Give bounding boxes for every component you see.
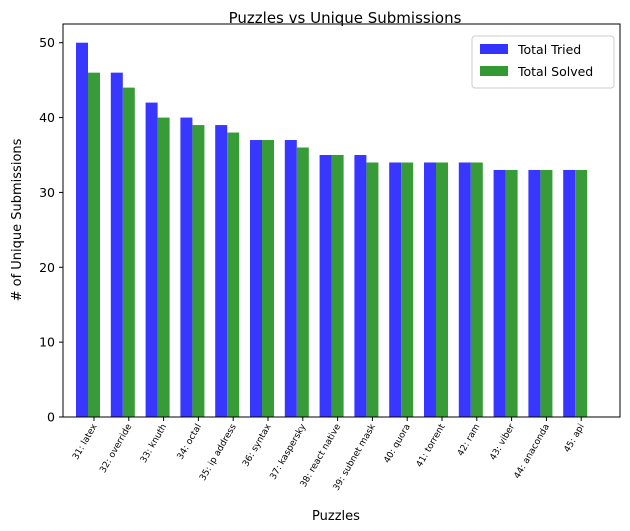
legend-label-total-solved: Total Solved: [517, 64, 593, 79]
bar-total-tried: [563, 169, 576, 417]
bar-total-solved: [436, 162, 448, 417]
x-tick-label: 42: ram: [456, 423, 482, 459]
y-tick-label: 30: [39, 185, 55, 200]
x-tick-label: 32: override: [98, 422, 134, 475]
y-axis-label: # of Unique Submissions: [10, 138, 25, 301]
bar-total-solved: [366, 162, 379, 417]
bar-total-tried: [319, 155, 332, 417]
bar-total-tried: [284, 140, 297, 417]
bar-total-tried: [76, 42, 88, 417]
y-tick-label: 0: [47, 410, 55, 425]
bar-total-tried: [354, 155, 367, 417]
bar-total-solved: [296, 147, 309, 417]
x-tick-label: 43: viber: [488, 422, 517, 462]
bar-total-solved: [575, 169, 588, 417]
bar-total-tried: [528, 169, 541, 417]
x-tick-label: 34: octal: [176, 423, 204, 462]
legend-swatch-total-solved: [480, 66, 508, 76]
bar-total-solved: [470, 162, 483, 417]
bars-group: [76, 42, 588, 418]
bar-total-tried: [493, 169, 506, 417]
legend-swatch-total-tried: [480, 44, 508, 54]
chart-title: Puzzles vs Unique Submissions: [229, 9, 462, 27]
bar-total-tried: [215, 125, 228, 418]
bar-total-solved: [401, 162, 414, 417]
legend-label-total-tried: Total Tried: [517, 42, 581, 57]
x-tick-label: 45: api: [563, 423, 587, 455]
bar-total-solved: [122, 87, 135, 417]
bar-total-solved: [505, 169, 518, 417]
x-tick-label: 40: quora: [382, 423, 412, 466]
x-tick-label: 31: latex: [71, 422, 100, 462]
bar-total-solved: [540, 169, 553, 417]
plot-frame: [62, 23, 621, 418]
x-tick-label: 44: anaconda: [513, 423, 552, 481]
x-tick-label: 36: syntax: [241, 422, 274, 469]
bar-total-tried: [250, 140, 262, 417]
x-tick-label: 33: knuth: [139, 423, 169, 465]
legend: Total Tried Total Solved: [471, 35, 615, 89]
bar-total-tried: [145, 102, 158, 417]
y-tick-label: 40: [39, 110, 55, 125]
bar-total-solved: [262, 140, 274, 417]
bar-total-solved: [157, 117, 170, 418]
y-tick-label: 10: [39, 335, 55, 350]
bar-total-tried: [110, 72, 123, 418]
bar-total-solved: [227, 132, 240, 418]
y-tick-label: 20: [39, 260, 55, 275]
bar-total-tried: [458, 162, 471, 417]
x-tick-label: 35: ip address: [198, 422, 239, 483]
x-tick-label: 41: torrent: [415, 422, 448, 469]
bar-total-tried: [389, 162, 402, 417]
y-axis: 0 10 20 30 40 50: [39, 35, 63, 425]
bar-total-tried: [180, 117, 193, 418]
bar-total-solved: [192, 125, 205, 418]
y-tick-label: 50: [39, 35, 55, 50]
x-axis-label: Puzzles: [312, 509, 360, 524]
bar-total-solved: [331, 155, 344, 417]
x-tick-label: 37: kaspersky: [269, 422, 309, 482]
bar-total-solved: [88, 72, 100, 418]
bar-total-tried: [424, 162, 436, 417]
